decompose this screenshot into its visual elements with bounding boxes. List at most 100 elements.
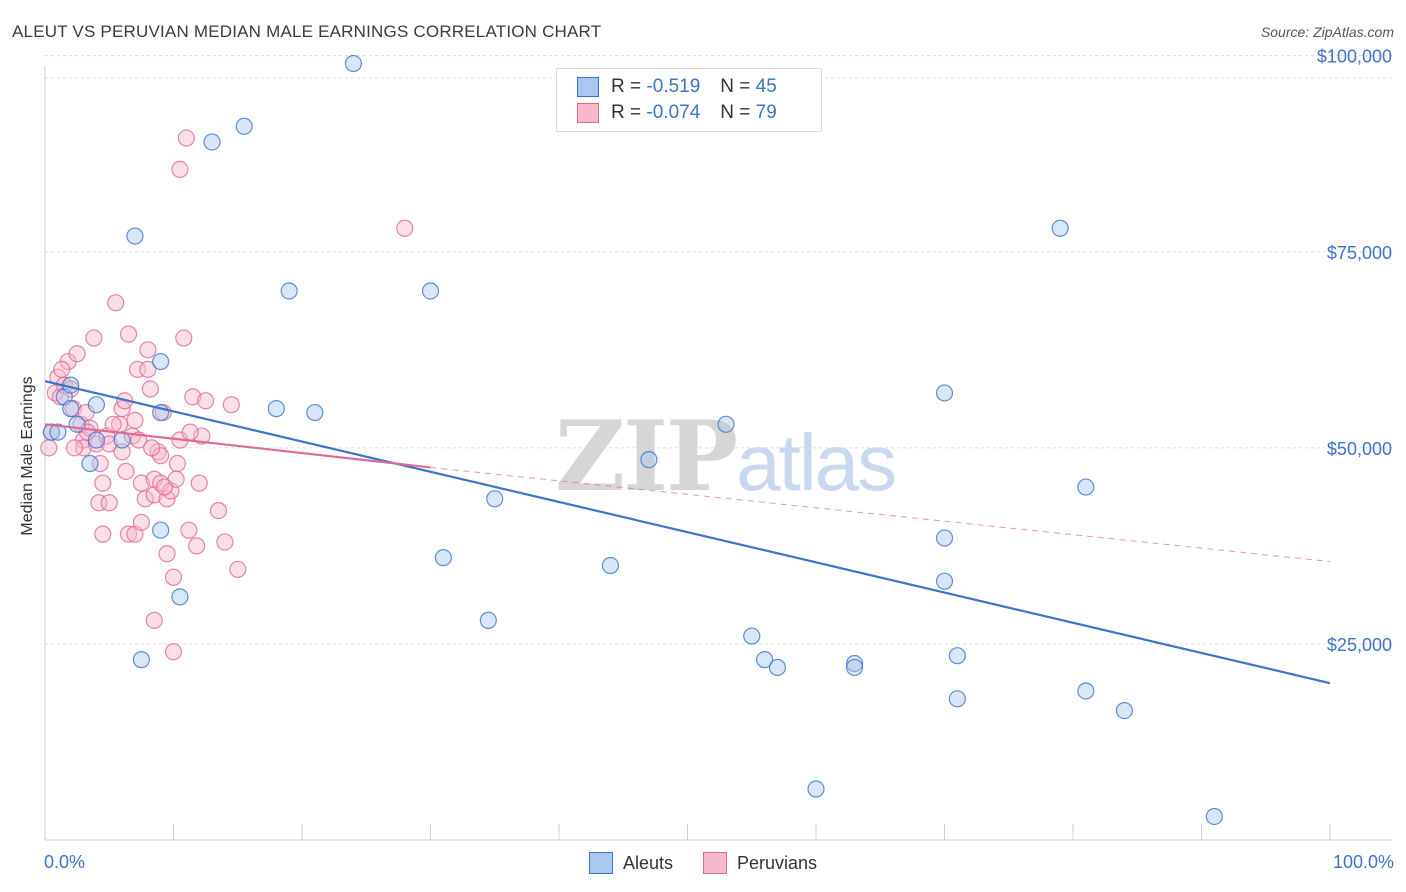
point-peruvians — [94, 525, 112, 543]
legend-r-value: -0.519 — [646, 76, 701, 97]
point-peruvians — [100, 494, 118, 512]
trend-line-peruvians-extended — [430, 466, 1331, 563]
series-label-peruvians: Peruvians — [736, 852, 818, 873]
point-peruvians — [197, 392, 215, 410]
y-tick-label: $100,000 — [1317, 47, 1392, 67]
point-aleuts — [171, 588, 189, 606]
legend-r-label: R = — [611, 76, 642, 97]
point-peruvians — [177, 129, 195, 147]
legend-swatch-peruvians — [577, 103, 599, 123]
point-peruvians — [85, 329, 103, 347]
y-tick-label: $75,000 — [1327, 243, 1392, 263]
point-aleuts — [267, 400, 285, 418]
point-aleuts — [1077, 682, 1095, 700]
point-aleuts — [640, 451, 658, 469]
watermark-atlas: atlas — [736, 418, 897, 507]
point-peruvians — [168, 454, 186, 473]
point-peruvians — [126, 411, 144, 429]
legend-n-label: N = — [720, 102, 751, 123]
point-aleuts — [434, 549, 452, 567]
point-peruvians — [164, 643, 183, 661]
point-peruvians — [100, 435, 118, 453]
point-peruvians — [132, 513, 150, 531]
point-aleuts — [743, 627, 761, 645]
point-peruvians — [396, 219, 414, 237]
point-peruvians — [188, 537, 206, 555]
chart-title: ALEUT VS PERUVIAN MEDIAN MALE EARNINGS C… — [12, 22, 602, 41]
point-aleuts — [152, 352, 170, 371]
legend-swatch-aleuts — [577, 77, 599, 97]
point-aleuts — [479, 611, 497, 629]
series-swatch-peruvians — [702, 852, 727, 874]
point-aleuts — [152, 521, 170, 539]
point-peruvians — [181, 423, 199, 441]
point-peruvians — [180, 521, 198, 539]
legend-row-aleuts: R = -0.519 N = 45 — [577, 75, 777, 99]
y-tick-label: $25,000 — [1327, 635, 1392, 655]
point-aleuts — [948, 690, 966, 708]
point-peruvians — [53, 360, 71, 379]
point-peruvians — [175, 329, 193, 347]
point-aleuts — [948, 647, 966, 665]
point-peruvians — [65, 439, 84, 457]
point-peruvians — [155, 478, 174, 496]
source-label: Source: ZipAtlas.com — [1260, 24, 1394, 40]
legend-row-peruvians: R = -0.074 N = 79 — [577, 101, 777, 125]
point-aleuts — [81, 454, 99, 473]
point-peruvians — [141, 380, 159, 398]
y-tick-label: $50,000 — [1327, 439, 1392, 459]
point-aleuts — [1051, 219, 1069, 237]
point-peruvians — [94, 474, 112, 492]
legend-r-value: -0.074 — [646, 102, 701, 123]
point-aleuts — [1205, 807, 1223, 826]
point-peruvians — [68, 345, 86, 363]
point-aleuts — [235, 117, 253, 135]
point-peruvians — [119, 325, 138, 343]
point-aleuts — [87, 396, 106, 414]
x-tick-label-end: 100.0% — [1332, 852, 1394, 872]
point-aleuts — [49, 423, 67, 441]
legend-r-label: R = — [611, 102, 642, 123]
point-peruvians — [107, 294, 125, 312]
point-aleuts — [601, 556, 620, 575]
point-aleuts — [935, 384, 954, 402]
point-peruvians — [184, 388, 202, 406]
point-peruvians — [113, 443, 131, 461]
point-aleuts — [280, 282, 298, 300]
x-tick-label-start: 0.0% — [44, 852, 86, 872]
point-peruvians — [158, 545, 176, 563]
point-aleuts — [845, 658, 864, 677]
series-legend: Aleuts Peruvians — [0, 852, 1406, 874]
point-peruvians — [117, 462, 135, 480]
point-peruvians — [216, 533, 234, 551]
point-peruvians — [164, 568, 183, 586]
point-peruvians — [119, 525, 138, 543]
point-peruvians — [104, 415, 122, 433]
legend-n-value: 79 — [755, 102, 777, 123]
point-peruvians — [143, 439, 161, 457]
point-peruvians — [190, 474, 208, 492]
series-legend-peruvians: Peruvians — [702, 852, 818, 874]
point-peruvians — [139, 360, 157, 379]
point-peruvians — [145, 611, 163, 629]
point-aleuts — [717, 415, 735, 433]
watermark-zip: ZIP — [555, 400, 738, 513]
series-swatch-aleuts — [588, 852, 613, 874]
point-aleuts — [203, 133, 221, 151]
point-peruvians — [136, 490, 154, 508]
point-aleuts — [935, 572, 954, 590]
point-aleuts — [768, 658, 787, 677]
point-aleuts — [807, 780, 825, 798]
legend-n-label: N = — [720, 76, 751, 97]
point-aleuts — [126, 227, 144, 245]
point-peruvians — [209, 501, 228, 520]
point-aleuts — [421, 282, 440, 300]
point-peruvians — [171, 160, 189, 179]
point-peruvians — [139, 341, 157, 359]
series-legend-aleuts: Aleuts — [588, 852, 673, 874]
point-aleuts — [62, 400, 80, 418]
point-aleuts — [306, 403, 324, 422]
point-aleuts — [87, 431, 106, 449]
trend-line-aleuts — [44, 380, 1331, 685]
